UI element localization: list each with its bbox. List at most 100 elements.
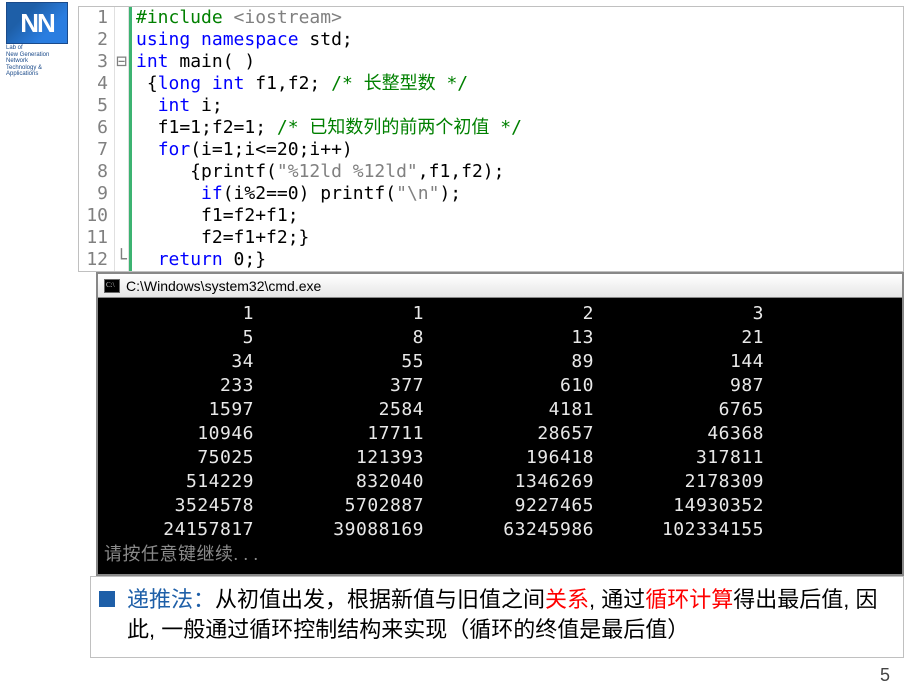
term-row: 75025121393196418317811 (100, 446, 900, 470)
line-number: 11 (79, 227, 115, 249)
term-cell: 5 (100, 326, 270, 350)
term-cell: 377 (270, 374, 440, 398)
console-titlebar: C:\Windows\system32\cmd.exe (98, 274, 902, 298)
code-editor: 1 #include <iostream>2using namespace std… (78, 6, 904, 272)
note-title: 递推法： (127, 587, 215, 612)
bullet-icon (99, 591, 115, 607)
term-row: 241578173908816963245986102334155 (100, 518, 900, 542)
code-line: 4 {long int f1,f2; /* 长整型数 */ (79, 73, 903, 95)
line-number: 2 (79, 29, 115, 51)
note-seg5: 循环计算 (645, 587, 733, 612)
term-cell: 24157817 (100, 518, 270, 542)
logo-sub2: New Generation Network (6, 52, 72, 64)
fold-gutter (115, 161, 129, 183)
code-source: #include <iostream> (129, 7, 342, 29)
cmd-icon (104, 279, 120, 293)
term-cell: 121393 (270, 446, 440, 470)
term-row: 35245785702887922746514930352 (100, 494, 900, 518)
term-cell: 75025 (100, 446, 270, 470)
term-row: 1597258441816765 (100, 398, 900, 422)
term-cell: 2584 (270, 398, 440, 422)
term-cell: 21 (610, 326, 780, 350)
term-cell: 144 (610, 350, 780, 374)
term-row: 345589144 (100, 350, 900, 374)
line-number: 7 (79, 139, 115, 161)
code-line: 9 if(i%2==0) printf("\n"); (79, 183, 903, 205)
note-seg3: 关系 (545, 587, 589, 612)
line-number: 12 (79, 249, 115, 271)
code-source: int main( ) (129, 51, 255, 73)
fold-gutter (115, 139, 129, 161)
note-seg2: 从初值出发，根据新值与旧值之间 (215, 587, 545, 612)
term-cell: 39088169 (270, 518, 440, 542)
term-cell: 17711 (270, 422, 440, 446)
fold-gutter (115, 183, 129, 205)
line-number: 8 (79, 161, 115, 183)
fold-gutter (115, 73, 129, 95)
term-cell: 1 (270, 302, 440, 326)
fold-gutter: ⊟ (115, 51, 129, 73)
logo: NN Lab of New Generation Network Technol… (6, 2, 72, 77)
page-number: 5 (880, 665, 890, 686)
term-cell: 89 (440, 350, 610, 374)
code-source: for(i=1;i<=20;i++) (129, 139, 353, 161)
term-cell: 4181 (440, 398, 610, 422)
console-prompt: 请按任意键继续. . . (100, 542, 900, 566)
code-source: int i; (129, 95, 223, 117)
term-row: 1123 (100, 302, 900, 326)
code-source: {long int f1,f2; /* 长整型数 */ (129, 73, 468, 95)
fold-gutter: └ (115, 249, 129, 271)
code-line: 2using namespace std; (79, 29, 903, 51)
code-line: 6 f1=1;f2=1; /* 已知数列的前两个初值 */ (79, 117, 903, 139)
code-source: f2=f1+f2;} (129, 227, 309, 249)
term-cell: 196418 (440, 446, 610, 470)
code-source: if(i%2==0) printf("\n"); (129, 183, 461, 205)
code-line: 3⊟int main( ) (79, 51, 903, 73)
console-body: 1123581321345589144233377610987159725844… (98, 298, 902, 574)
line-number: 9 (79, 183, 115, 205)
term-row: 51422983204013462692178309 (100, 470, 900, 494)
line-number: 4 (79, 73, 115, 95)
term-cell: 610 (440, 374, 610, 398)
term-cell: 102334155 (610, 518, 780, 542)
term-cell: 63245986 (440, 518, 610, 542)
term-cell: 514229 (100, 470, 270, 494)
line-number: 3 (79, 51, 115, 73)
term-cell: 317811 (610, 446, 780, 470)
term-cell: 233 (100, 374, 270, 398)
code-line: 11 f2=f1+f2;} (79, 227, 903, 249)
term-cell: 2 (440, 302, 610, 326)
term-cell: 1346269 (440, 470, 610, 494)
term-cell: 46368 (610, 422, 780, 446)
term-cell: 6765 (610, 398, 780, 422)
line-number: 5 (79, 95, 115, 117)
line-number: 1 (79, 7, 115, 29)
term-row: 233377610987 (100, 374, 900, 398)
term-cell: 28657 (440, 422, 610, 446)
code-line: 1 #include <iostream> (79, 7, 903, 29)
term-cell: 34 (100, 350, 270, 374)
code-source: f1=f2+f1; (129, 205, 299, 227)
term-cell: 55 (270, 350, 440, 374)
line-number: 6 (79, 117, 115, 139)
code-source: {printf("%12ld %12ld",f1,f2); (129, 161, 504, 183)
code-line: 8 {printf("%12ld %12ld",f1,f2); (79, 161, 903, 183)
fold-gutter (115, 95, 129, 117)
fold-gutter (115, 205, 129, 227)
term-cell: 1597 (100, 398, 270, 422)
term-cell: 2178309 (610, 470, 780, 494)
term-cell: 14930352 (610, 494, 780, 518)
term-cell: 3 (610, 302, 780, 326)
term-cell: 1 (100, 302, 270, 326)
fold-gutter (115, 117, 129, 139)
term-cell: 13 (440, 326, 610, 350)
term-cell: 832040 (270, 470, 440, 494)
term-row: 581321 (100, 326, 900, 350)
term-row: 10946177112865746368 (100, 422, 900, 446)
code-line: 5 int i; (79, 95, 903, 117)
console-title: C:\Windows\system32\cmd.exe (126, 278, 321, 294)
fold-gutter (115, 29, 129, 51)
term-cell: 9227465 (440, 494, 610, 518)
term-cell: 5702887 (270, 494, 440, 518)
note-seg4: , 通过 (589, 587, 645, 612)
